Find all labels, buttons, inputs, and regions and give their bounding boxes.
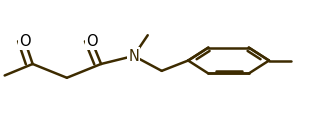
Text: O: O: [86, 34, 98, 49]
Text: N: N: [128, 49, 139, 64]
Text: O: O: [19, 34, 31, 49]
